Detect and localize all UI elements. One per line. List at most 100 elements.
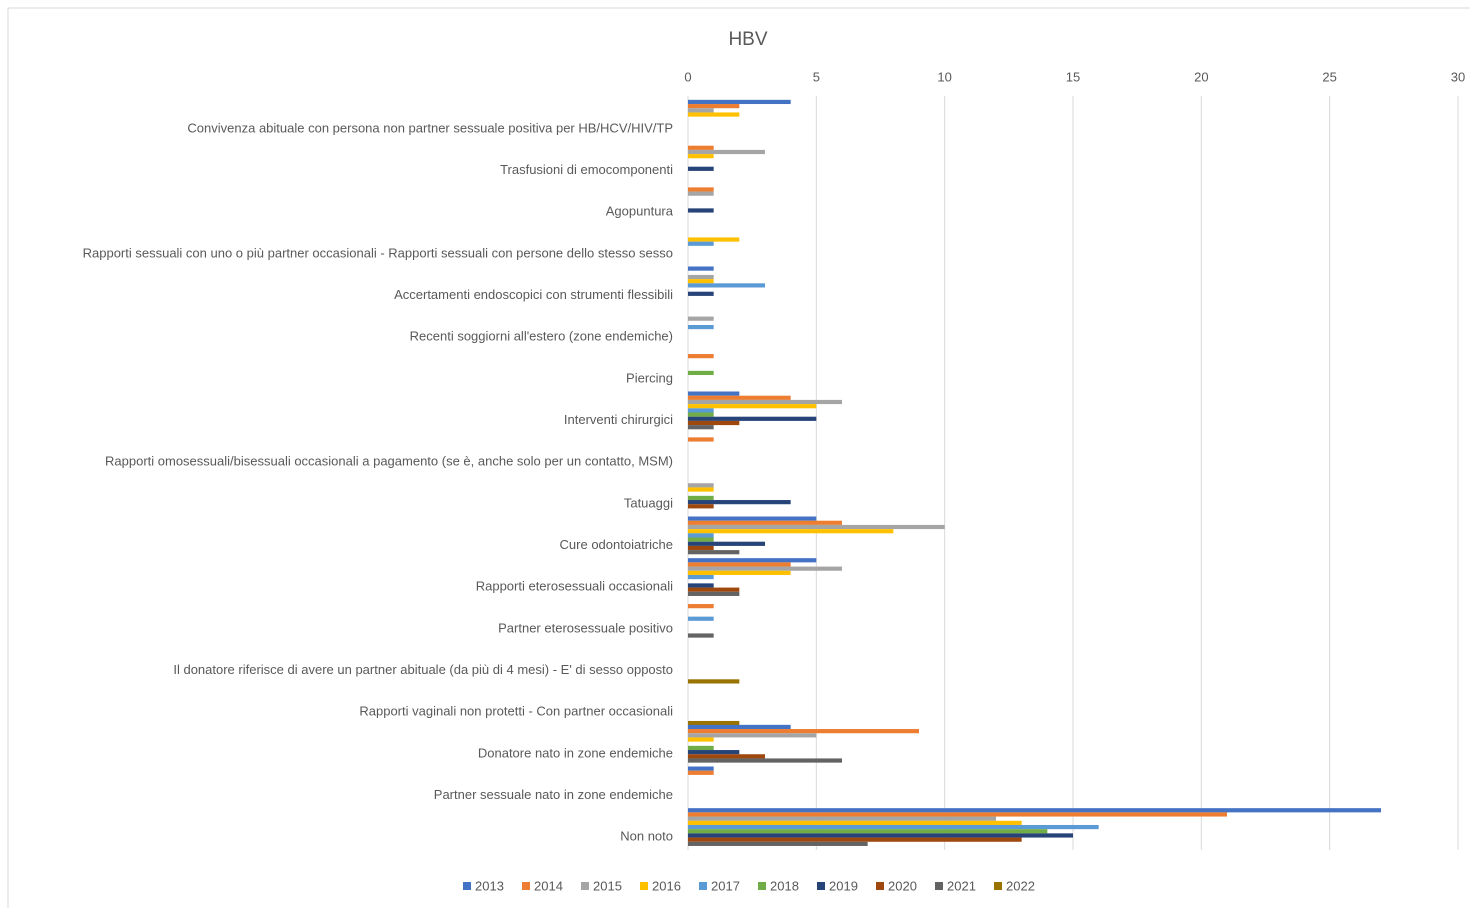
y-tick-label: Agopuntura [606, 204, 674, 219]
bar [688, 745, 714, 751]
bar [688, 266, 714, 271]
bar [688, 537, 714, 542]
bar [688, 166, 714, 171]
bar [688, 616, 714, 621]
bar [688, 812, 1227, 817]
legend-label: 2021 [947, 878, 976, 893]
legend-swatch [758, 882, 766, 890]
bar [688, 720, 740, 726]
y-tick-label: Rapporti vaginali non protetti - Con par… [359, 704, 673, 719]
bar [688, 416, 817, 421]
y-tick-label: Rapporti eterosessuali occasionali [476, 579, 673, 594]
bar [688, 829, 1048, 834]
x-tick-label: 20 [1194, 69, 1208, 84]
x-tick-label: 15 [1066, 69, 1080, 84]
bar [688, 420, 740, 426]
bar [688, 316, 714, 321]
bar [688, 729, 919, 734]
y-tick-label: Tatuaggi [624, 495, 673, 510]
chart-title: HBV [728, 29, 767, 50]
bar [688, 237, 740, 242]
y-tick-label: Recenti soggiorni all'estero (zone endem… [410, 329, 673, 344]
legend-swatch [463, 882, 471, 890]
y-tick-label: Accertamenti endoscopici con strumenti f… [394, 287, 673, 302]
x-tick-label: 30 [1451, 69, 1465, 84]
y-tick-label: Donatore nato in zone endemiche [478, 745, 673, 760]
bar [688, 758, 842, 763]
bar [688, 391, 740, 396]
bar [688, 591, 740, 596]
bar [688, 99, 791, 105]
bar [688, 324, 714, 330]
legend-label: 2018 [770, 878, 799, 893]
bar [688, 816, 996, 821]
chart-frame [7, 7, 1470, 908]
legend-swatch [640, 882, 648, 890]
legend-label: 2014 [534, 878, 563, 893]
bar [688, 633, 714, 638]
y-tick-label: Convivenza abituale con persona non part… [187, 120, 673, 135]
bar [688, 283, 765, 288]
bar [688, 833, 1073, 838]
bar [688, 529, 894, 534]
bar [688, 112, 740, 117]
bar [688, 145, 714, 150]
bar [688, 516, 817, 521]
bar [688, 520, 842, 525]
bar [688, 354, 714, 359]
bar [688, 208, 714, 213]
bar [688, 604, 714, 609]
bar [688, 808, 1381, 813]
x-tick-label: 5 [813, 69, 820, 84]
bar [688, 574, 714, 580]
bar [688, 154, 714, 159]
bar [688, 524, 945, 530]
y-tick-label: Interventi chirurgici [564, 412, 673, 427]
bar [688, 279, 714, 284]
legend-swatch [994, 882, 1002, 890]
y-tick-label: Non noto [620, 829, 673, 844]
bar [688, 500, 791, 505]
y-tick-label: Partner sessuale nato in zone endemiche [434, 787, 673, 802]
bar [688, 550, 740, 555]
y-tick-label: Il donatore riferisce di avere un partne… [173, 662, 673, 677]
y-tick-label: Piercing [626, 370, 673, 385]
bar [688, 412, 714, 417]
bar [688, 149, 765, 155]
bar [688, 191, 714, 196]
bar [688, 370, 714, 376]
bar [688, 733, 817, 738]
bar [688, 562, 791, 567]
x-tick-label: 10 [937, 69, 951, 84]
y-tick-label: Rapporti omosessuali/bisessuali occasion… [105, 454, 673, 469]
bar [688, 583, 714, 588]
bar [688, 820, 1022, 825]
bar [688, 824, 1099, 830]
legend-label: 2022 [1006, 878, 1035, 893]
bar [688, 737, 714, 742]
bar [688, 724, 791, 730]
bar [688, 487, 714, 492]
legend-label: 2017 [711, 878, 740, 893]
legend-swatch [522, 882, 530, 890]
bar [688, 504, 714, 509]
bar [688, 770, 714, 775]
legend-swatch [581, 882, 589, 890]
y-tick-label: Partner eterosessuale positivo [498, 620, 673, 635]
bar [688, 395, 791, 400]
legend-label: 2015 [593, 878, 622, 893]
bar [688, 495, 714, 501]
bar [688, 399, 842, 405]
bar [688, 558, 817, 563]
bar [688, 483, 714, 488]
bar [688, 841, 868, 846]
bar [688, 837, 1022, 842]
bar [688, 404, 817, 409]
bar [688, 545, 714, 551]
legend-label: 2016 [652, 878, 681, 893]
legend-label: 2019 [829, 878, 858, 893]
bar [688, 566, 842, 571]
bar [688, 408, 714, 413]
bar [688, 104, 740, 109]
